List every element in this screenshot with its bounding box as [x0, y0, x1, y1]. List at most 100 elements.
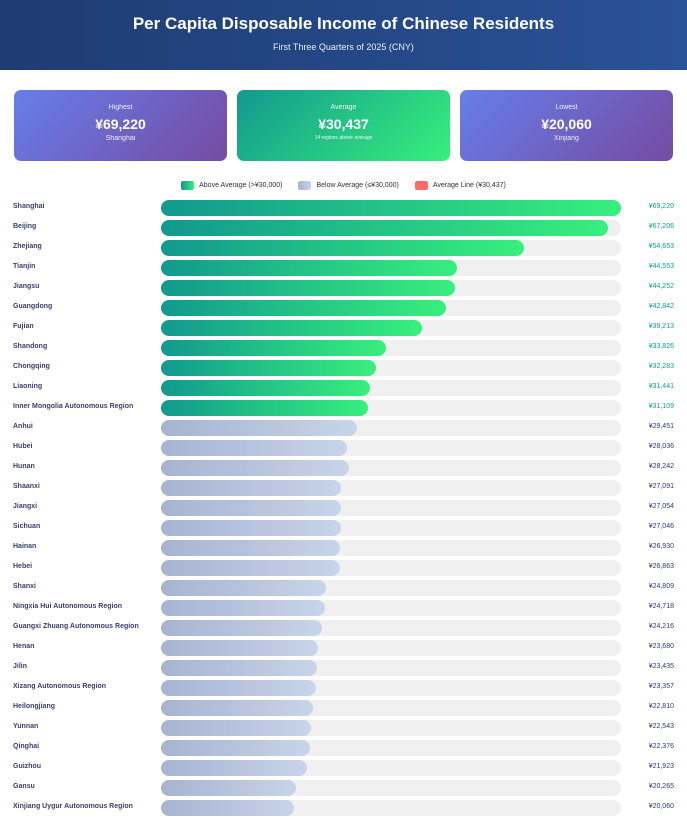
legend-swatch — [298, 181, 312, 190]
region-label: Guangdong — [13, 303, 53, 310]
bar — [161, 520, 341, 536]
bar-row: Liaoning ¥31,441 — [0, 380, 687, 396]
page-subtitle: First Three Quarters of 2025 (CNY) — [273, 42, 414, 52]
value-label: ¥24,718 — [648, 603, 674, 610]
bar-track — [161, 560, 621, 576]
region-label: Shanghai — [13, 203, 45, 210]
header: Per Capita Disposable Income of Chinese … — [0, 0, 687, 70]
card-note: 14 regions above average — [314, 135, 373, 141]
bar-track — [161, 400, 621, 416]
bar-track — [161, 760, 621, 776]
bar — [161, 500, 341, 516]
bar — [161, 540, 340, 556]
bar — [161, 800, 295, 816]
bar-track — [161, 200, 621, 216]
bar-row: Jiangsu ¥44,252 — [0, 280, 687, 296]
bar-track — [161, 320, 621, 336]
bar-row: Shanxi ¥24,809 — [0, 580, 687, 596]
bar-track — [161, 800, 621, 816]
value-label: ¥29,451 — [648, 423, 674, 430]
bar — [161, 240, 525, 256]
bar-row: Shaanxi ¥27,091 — [0, 480, 687, 496]
value-label: ¥69,220 — [648, 203, 674, 210]
bar-track — [161, 300, 621, 316]
legend-above: Above Average (>¥30,000) — [181, 181, 282, 190]
region-label: Liaoning — [13, 383, 43, 390]
bar-row: Chongqing ¥32,283 — [0, 360, 687, 376]
page-title: Per Capita Disposable Income of Chinese … — [132, 14, 555, 33]
bar — [161, 340, 386, 356]
bar-track — [161, 680, 621, 696]
region-label: Jiangsu — [13, 283, 40, 290]
bar-row: Hebei ¥26,863 — [0, 560, 687, 576]
legend-label: Above Average (>¥30,000) — [199, 182, 283, 189]
region-label: Hebei — [13, 563, 33, 570]
bar-row: Zhejiang ¥54,653 — [0, 240, 687, 256]
value-label: ¥28,036 — [648, 443, 674, 450]
region-label: Hubei — [13, 443, 33, 450]
bar-track — [161, 640, 621, 656]
region-label: Jiangxi — [13, 503, 38, 510]
region-label: Shanxi — [13, 583, 36, 590]
bar-row: Sichuan ¥27,046 — [0, 520, 687, 536]
region-label: Beijing — [13, 223, 37, 230]
bar-row: Jiangxi ¥27,054 — [0, 500, 687, 516]
bar-row: Hunan ¥28,242 — [0, 460, 687, 476]
bar-row: Heilongjiang ¥22,810 — [0, 700, 687, 716]
value-label: ¥22,543 — [648, 723, 674, 730]
value-label: ¥67,206 — [648, 223, 674, 230]
bar-track — [161, 600, 621, 616]
bar-track — [161, 220, 621, 236]
bar-track — [161, 280, 621, 296]
region-label: Heilongjiang — [13, 703, 55, 710]
bar-track — [161, 720, 621, 736]
bar — [161, 560, 340, 576]
bar — [161, 680, 317, 696]
bar-row: Yunnan ¥22,543 — [0, 720, 687, 736]
value-label: ¥33,826 — [648, 343, 674, 350]
bar-row: Ningxia Hui Autonomous Region ¥24,718 — [0, 600, 687, 616]
bar — [161, 460, 349, 476]
bar-row: Anhui ¥29,451 — [0, 420, 687, 436]
bar — [161, 600, 326, 616]
value-label: ¥26,930 — [648, 543, 674, 550]
bar — [161, 380, 370, 396]
bar — [161, 620, 322, 636]
bar-track — [161, 660, 621, 676]
value-label: ¥23,680 — [648, 643, 674, 650]
value-label: ¥42,842 — [648, 303, 674, 310]
bar — [161, 780, 296, 796]
lowest-card: Lowest ¥20,060 Xinjiang — [460, 90, 673, 161]
value-label: ¥23,357 — [648, 683, 674, 690]
bar — [161, 360, 376, 376]
bar — [161, 640, 319, 656]
highest-card: Highest ¥69,220 Shanghai — [14, 90, 227, 161]
bar-track — [161, 780, 621, 796]
legend-average-line: Average Line (¥30,437) — [414, 181, 506, 190]
value-label: ¥24,216 — [648, 623, 674, 630]
bar — [161, 280, 456, 296]
bar-track — [161, 520, 621, 536]
bar-row: Henan ¥23,680 — [0, 640, 687, 656]
value-label: ¥24,809 — [648, 583, 674, 590]
value-label: ¥28,242 — [648, 463, 674, 470]
region-label: Shaanxi — [13, 483, 40, 490]
legend: Above Average (>¥30,000) Below Average (… — [0, 181, 687, 190]
bar — [161, 420, 357, 436]
bar — [161, 300, 446, 316]
bar — [161, 220, 608, 236]
card-value: ¥30,437 — [318, 116, 369, 132]
bar-track — [161, 360, 621, 376]
region-label: Inner Mongolia Autonomous Region — [13, 403, 134, 410]
value-label: ¥22,376 — [648, 743, 674, 750]
summary-cards: Highest ¥69,220 Shanghai Average ¥30,437… — [0, 70, 687, 161]
bar-track — [161, 620, 621, 636]
bar — [161, 320, 422, 336]
bar-track — [161, 380, 621, 396]
region-label: Sichuan — [13, 523, 41, 530]
bar — [161, 400, 368, 416]
value-label: ¥44,553 — [648, 263, 674, 270]
bar-track — [161, 580, 621, 596]
value-label: ¥32,283 — [648, 363, 674, 370]
bar-track — [161, 500, 621, 516]
